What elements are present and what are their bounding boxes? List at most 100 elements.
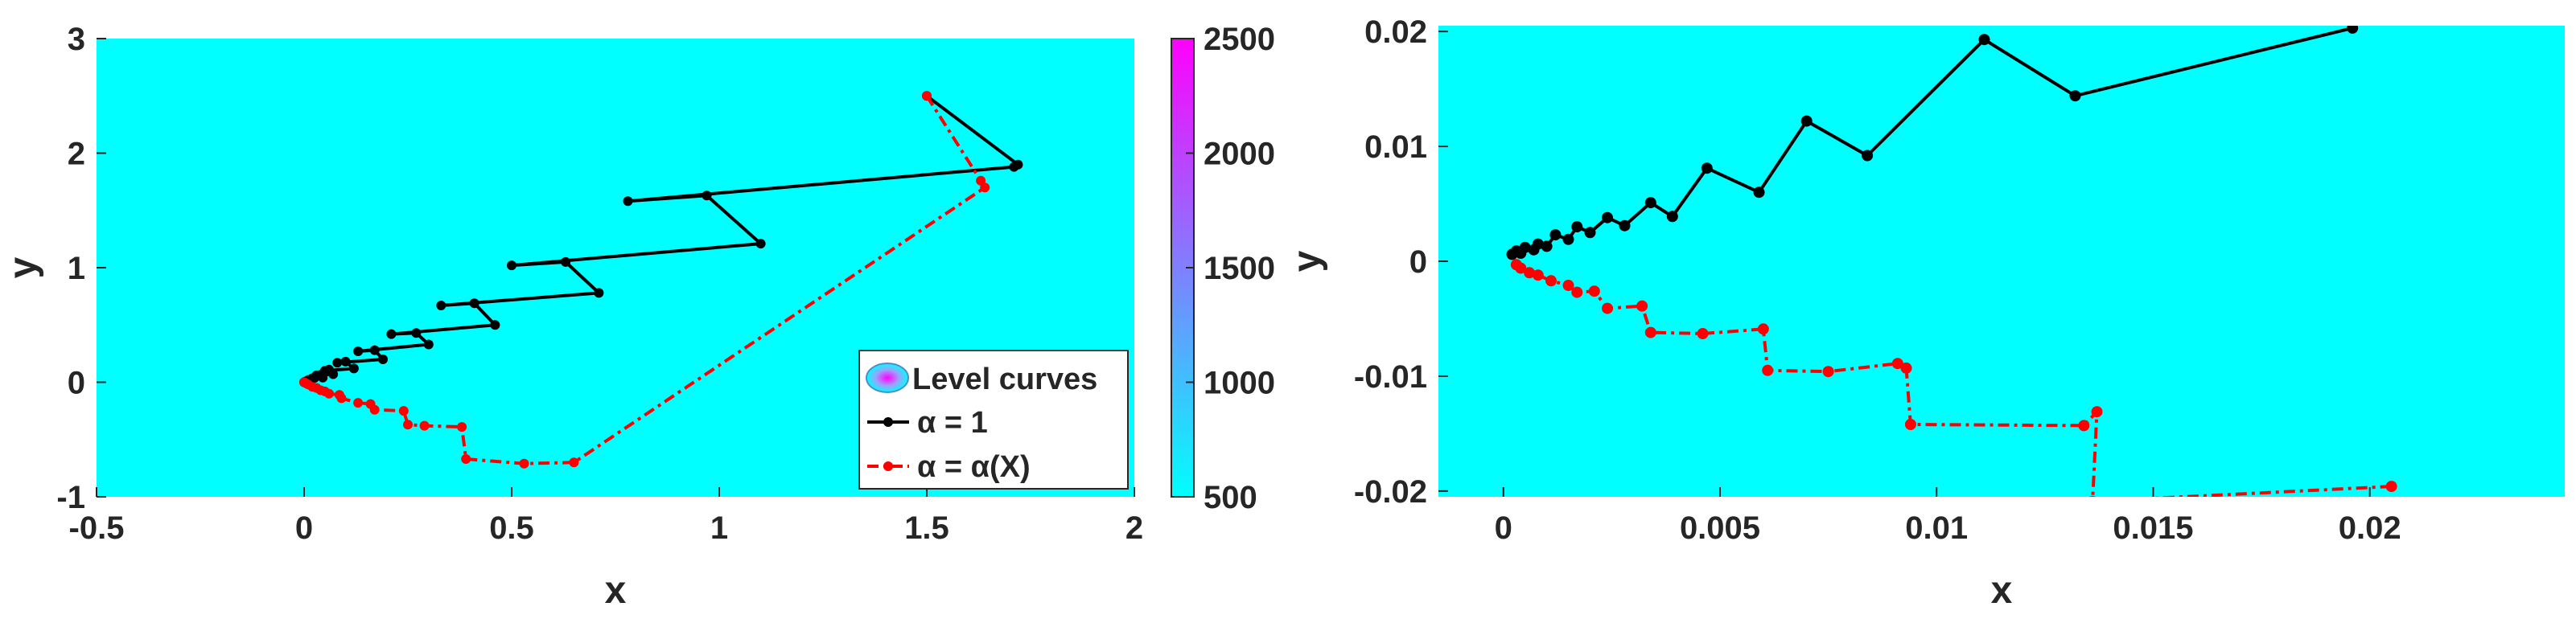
data-point [353,398,364,408]
data-point [386,329,397,339]
data-point [1541,240,1553,252]
data-point [2347,26,2359,34]
plot-2-ylabel: y [1286,250,1328,272]
data-point [1666,211,1678,223]
x-tick-label: -0.5 [69,510,125,546]
data-point [378,355,388,364]
series-line-alpha-x [1515,263,2392,497]
data-point [334,390,344,400]
data-point [299,377,309,387]
data-point [702,191,712,201]
data-point [1697,328,1709,339]
data-point [1545,275,1557,287]
data-point [1524,267,1536,279]
data-point [1562,280,1574,291]
colorbar-tick-label: 1000 [1204,366,1275,401]
data-point [1644,197,1656,209]
data-point [2091,406,2103,418]
data-point [403,420,413,430]
data-point [569,457,579,468]
data-point [436,301,446,310]
data-point [1636,300,1648,312]
y-tick-label: 1 [68,251,85,286]
plot-1-ylabel: y [2,256,44,278]
data-point [1757,323,1769,335]
data-point [1822,366,1834,378]
data-point [1506,248,1518,260]
data-point [1549,229,1562,241]
data-point [1762,364,1774,376]
plot-2-ticks: 0 0.005 0.01 0.015 0.02 -0.02 -0.01 0 0.01 0.02 [1354,14,2401,546]
data-point [348,363,359,374]
x-tick-label: 0.015 [2113,510,2193,546]
plot-1-legend: Level curves α = 1 α = α(X) [858,350,1129,490]
data-point [1904,419,1916,430]
data-point [353,346,364,356]
data-point [369,345,380,355]
data-point [1571,221,1583,233]
data-point [2385,481,2397,493]
data-point [318,372,328,383]
legend-marker-alpha-x [883,461,893,471]
y-tick-label: 0.01 [1364,129,1427,165]
data-point [980,182,990,193]
data-point [623,196,633,207]
x-tick-label: 0.005 [1680,510,1760,546]
data-point [2089,495,2097,497]
legend-entry-alpha-1: α = 1 [917,406,988,440]
y-tick-label: 0 [1409,244,1427,280]
y-tick-label: -0.01 [1354,359,1427,395]
data-point [1619,219,1631,232]
data-point [1528,244,1540,256]
data-point [1644,326,1656,338]
plot-1-ticks: -0.5 0 0.5 1 1.5 2 -1 0 1 2 3 [56,22,1143,546]
data-point [1800,115,1813,127]
data-point [457,422,467,432]
legend-entry-alpha-x: α = α(X) [917,450,1031,484]
data-point [1862,150,1874,162]
data-point [1571,286,1583,298]
x-tick-label: 0.5 [489,510,534,546]
level-curves-legend-icon [866,363,909,393]
data-point [1753,186,1765,199]
data-point [561,256,571,267]
y-tick-label: 0.02 [1364,14,1427,50]
legend-entry-level-curves: Level curves [912,363,1097,396]
data-point [1588,285,1600,297]
data-point [1562,233,1574,245]
data-point [2069,90,2081,102]
colorbar: 500 1000 1500 2000 2500 [1171,22,1275,515]
data-point [461,454,471,464]
plot-2-background [1438,26,2565,497]
data-point [519,458,529,469]
data-point [1900,362,1912,374]
data-point [1584,227,1596,239]
x-tick-label: 0.01 [1905,510,1968,546]
y-tick-label: -0.02 [1354,474,1427,510]
y-tick-label: 3 [68,22,85,57]
x-tick-label: 1.5 [904,510,949,546]
data-point [423,339,434,350]
data-point [507,260,516,271]
data-point [469,298,479,309]
data-point [419,420,430,431]
data-point [755,239,766,249]
data-point [1978,34,1990,46]
colorbar-tick-label: 500 [1204,480,1257,515]
colorbar-tick-label: 2500 [1204,22,1275,57]
data-point [922,91,932,101]
plot-1-series [299,91,1023,469]
y-tick-label: -1 [56,480,85,515]
data-point [1602,211,1613,223]
x-tick-label: 0 [295,510,313,546]
colorbar-tick-label: 1500 [1204,251,1275,286]
plot-1-xlabel: x [605,569,627,612]
legend-marker-alpha-1 [883,417,893,427]
data-point [365,399,376,409]
y-tick-label: 0 [68,366,85,401]
data-point [1009,162,1019,172]
data-point [1532,269,1544,281]
data-point [2078,420,2090,432]
plot-2: 0 0.005 0.01 0.015 0.02 -0.02 -0.01 0 0.01 0.02 x… [1286,14,2565,612]
